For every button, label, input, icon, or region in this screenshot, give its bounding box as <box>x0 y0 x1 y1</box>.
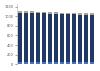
Bar <box>54 62 58 64</box>
Bar <box>72 62 76 64</box>
Bar <box>30 62 34 64</box>
Bar <box>24 13 28 62</box>
Bar <box>36 62 40 64</box>
Bar <box>30 11 34 13</box>
Bar <box>18 62 22 64</box>
Bar <box>42 13 46 62</box>
Bar <box>54 12 58 14</box>
Bar <box>18 11 22 13</box>
Bar <box>36 12 40 13</box>
Bar <box>66 14 70 62</box>
Bar <box>72 13 76 14</box>
Bar <box>78 14 82 62</box>
Bar <box>48 12 52 14</box>
Bar <box>60 14 64 62</box>
Bar <box>42 62 46 64</box>
Bar <box>84 13 88 15</box>
Bar <box>24 11 28 13</box>
Bar <box>84 62 88 64</box>
Bar <box>48 14 52 62</box>
Bar <box>60 13 64 14</box>
Bar <box>30 13 34 62</box>
Bar <box>48 62 52 64</box>
Bar <box>90 13 94 15</box>
Bar <box>78 13 82 14</box>
Bar <box>54 14 58 62</box>
Bar <box>90 15 94 62</box>
Bar <box>24 62 28 64</box>
Bar <box>18 13 22 62</box>
Bar <box>90 62 94 64</box>
Bar <box>42 12 46 13</box>
Bar <box>36 13 40 62</box>
Bar <box>66 62 70 64</box>
Bar <box>60 62 64 64</box>
Bar <box>84 15 88 62</box>
Bar <box>78 62 82 64</box>
Bar <box>72 14 76 62</box>
Bar <box>66 13 70 14</box>
